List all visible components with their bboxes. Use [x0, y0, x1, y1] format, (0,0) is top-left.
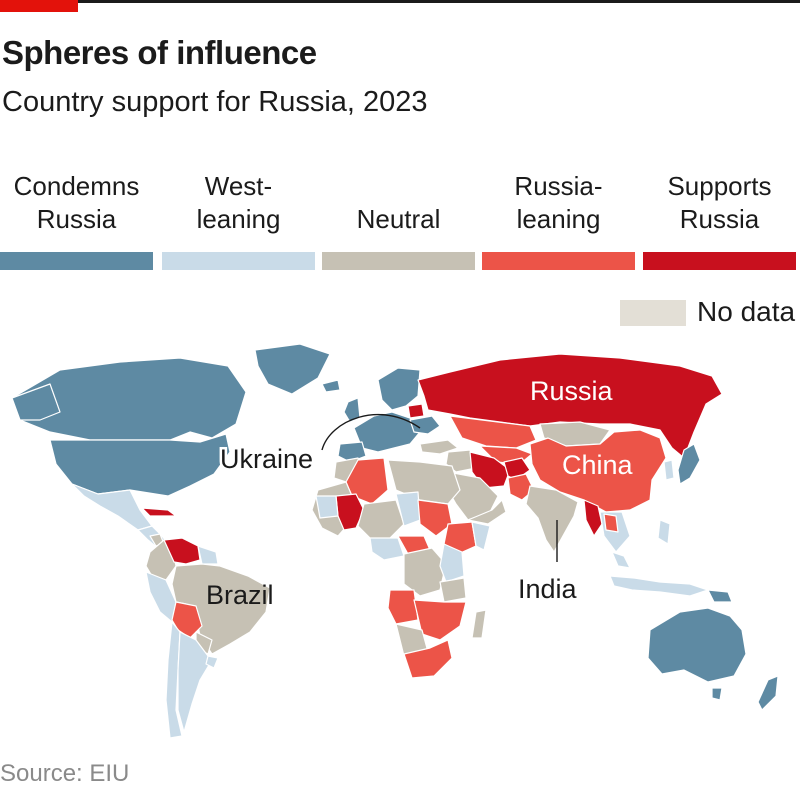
legend-label-no-data: No data	[697, 296, 796, 327]
region-iceland	[321, 379, 341, 393]
region-malaysia	[611, 551, 631, 569]
region-greenland	[254, 343, 331, 395]
region-kazakhstan	[449, 415, 537, 449]
region-japan	[677, 443, 701, 485]
region-venezuela	[163, 537, 201, 565]
region-tasmania	[711, 687, 723, 701]
region-syria-iraq	[445, 449, 477, 473]
map-label-china: China	[562, 450, 634, 480]
region-gulf-guinea	[369, 537, 405, 561]
region-south-africa	[403, 639, 453, 679]
region-ukraine	[409, 415, 441, 435]
region-korea	[663, 459, 675, 481]
legend-swatch-neutral	[322, 252, 475, 270]
region-cuba	[141, 507, 177, 517]
region-congo	[403, 547, 447, 597]
ukraine-leader-line	[321, 413, 421, 451]
legend-label-russia-leaning: Russia- leaning	[514, 171, 603, 234]
legend-label-condemns: Condemns Russia	[13, 171, 140, 234]
region-sudan	[417, 499, 453, 537]
region-china	[529, 429, 667, 513]
region-tanzania	[439, 577, 467, 603]
region-alaska	[11, 383, 61, 421]
map-label-india: India	[518, 574, 578, 604]
region-angola	[387, 589, 419, 625]
region-belarus	[407, 403, 425, 419]
source-note: Source: EIU	[0, 760, 130, 787]
region-guyanas	[197, 545, 219, 565]
world-map: Russia China Ukraine Brazil India	[11, 343, 779, 739]
map-label-brazil: Brazil	[206, 580, 274, 610]
legend-label-neutral: Neutral	[356, 204, 441, 234]
legend-swatch-west-leaning	[162, 252, 315, 270]
region-philippines	[657, 519, 671, 545]
region-madagascar	[471, 609, 487, 639]
map-label-ukraine: Ukraine	[220, 444, 313, 474]
region-yemen-oman	[467, 499, 507, 525]
top-rule	[0, 0, 800, 3]
region-russia	[417, 353, 723, 459]
region-new-zealand	[757, 675, 779, 711]
legend-swatch-russia-leaning	[482, 252, 635, 270]
region-west-europe	[353, 411, 421, 453]
region-peru	[145, 571, 177, 623]
chart-title: Spheres of influence	[2, 34, 317, 71]
region-australia	[647, 607, 747, 683]
region-niger-nigeria	[357, 499, 405, 541]
region-uk	[343, 397, 361, 423]
legend-swatch-no-data	[620, 300, 686, 326]
chart-subtitle: Country support for Russia, 2023	[2, 86, 428, 118]
region-india	[525, 485, 579, 553]
region-ethiopia	[443, 521, 477, 555]
legend-label-west-leaning: West- leaning	[196, 171, 281, 234]
region-laos	[603, 513, 619, 533]
region-mauritania	[315, 495, 339, 519]
legend-swatch-condemns	[0, 252, 153, 270]
map-label-russia: Russia	[530, 376, 614, 406]
region-png	[707, 589, 733, 603]
region-uruguay	[205, 655, 219, 669]
region-argentina	[177, 631, 213, 733]
region-horn	[471, 521, 491, 551]
region-turkey	[419, 439, 459, 455]
legend-label-supports: Supports Russia	[667, 171, 772, 234]
region-scandinavia	[377, 367, 421, 411]
region-indonesia	[609, 575, 709, 597]
legend-swatch-supports	[643, 252, 796, 270]
brand-tab	[0, 0, 78, 12]
region-myanmar	[583, 499, 603, 537]
